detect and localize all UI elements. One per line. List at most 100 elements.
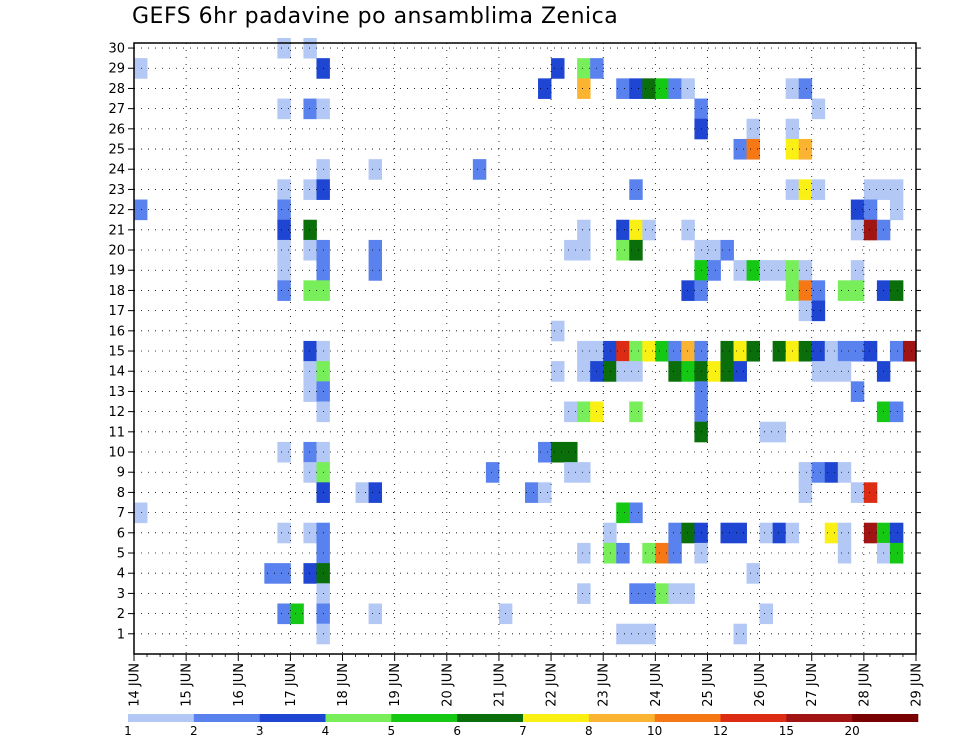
heatmap-cell — [720, 239, 734, 261]
heatmap-cell — [889, 522, 904, 544]
y-tick-label: 20 — [108, 244, 125, 259]
y-tick-label: 4 — [117, 567, 125, 582]
x-tick-label: 15 JUN — [180, 663, 195, 707]
heatmap-cell — [759, 260, 774, 281]
x-tick-label: 20 JUN — [440, 663, 455, 707]
gridlines — [134, 43, 916, 654]
heatmap-cell — [668, 522, 682, 544]
heatmap-cell — [277, 98, 291, 120]
heatmap-cell — [889, 340, 904, 362]
heatmap-cell — [798, 482, 813, 503]
heatmap-cell — [538, 482, 552, 503]
heatmap-cell — [551, 361, 565, 382]
heatmap-cell — [824, 361, 839, 382]
y-tick-label: 11 — [108, 425, 125, 440]
heatmap-cell — [902, 340, 917, 362]
heatmap-cell — [629, 502, 643, 524]
heatmap-cell — [616, 78, 630, 99]
y-tick-label: 27 — [108, 102, 125, 117]
heatmap-cell — [811, 98, 826, 120]
colorbar-label: 7 — [519, 724, 527, 738]
heatmap-cell — [772, 260, 787, 281]
heatmap-cell — [368, 603, 383, 625]
y-tick-label: 5 — [117, 547, 125, 562]
heatmap-cell — [629, 78, 643, 99]
heatmap-cell — [277, 179, 291, 200]
heatmap-cell — [134, 58, 148, 79]
heatmap-cell — [616, 623, 630, 645]
heatmap-cell — [564, 239, 578, 261]
heatmap-cell — [629, 623, 643, 645]
heatmap-cell — [798, 280, 813, 301]
heatmap-cell — [277, 219, 291, 241]
heatmap-cell — [603, 340, 617, 362]
y-tick-label: 3 — [117, 587, 125, 602]
heatmap-cell — [629, 340, 643, 362]
heatmap-cell — [681, 340, 695, 362]
heatmap-cell — [655, 583, 669, 604]
heatmap-cell — [303, 280, 317, 301]
y-tick-label: 12 — [108, 405, 125, 420]
heatmap-cell — [668, 542, 682, 564]
heatmap-cell — [850, 340, 865, 362]
heatmap-cell — [746, 118, 760, 140]
heatmap-cell — [824, 522, 839, 544]
heatmap-cell — [577, 219, 591, 241]
heatmap-cell — [889, 401, 904, 423]
heatmap-cell — [889, 199, 904, 221]
heatmap-cell — [837, 522, 852, 544]
colorbar-label: 20 — [845, 724, 860, 738]
heatmap-cell — [863, 522, 878, 544]
colorbar-swatch — [852, 714, 919, 722]
y-tick-label: 19 — [108, 264, 125, 279]
heatmap-cell — [798, 340, 813, 362]
heatmap-cell — [733, 138, 747, 160]
heatmap-cell — [642, 623, 656, 645]
x-tick-label: 27 JUN — [805, 663, 820, 707]
heatmap-cell — [603, 542, 617, 564]
heatmap-cell — [889, 542, 904, 564]
heatmap-cell — [134, 502, 148, 524]
chart-title: GEFS 6hr padavine po ansamblima Zenica — [132, 4, 619, 29]
x-tick-label: 19 JUN — [388, 663, 403, 707]
x-tick-label: 25 JUN — [701, 663, 716, 707]
y-tick-label: 24 — [108, 163, 125, 178]
y-tick-label: 17 — [108, 304, 125, 319]
heatmap-cell — [616, 542, 630, 564]
y-tick-label: 13 — [108, 385, 125, 400]
y-tick-label: 18 — [108, 284, 125, 299]
y-tick-label: 30 — [108, 42, 125, 57]
heatmap-cell — [577, 340, 591, 362]
heatmap-cell — [733, 361, 747, 382]
heatmap-cell — [759, 603, 774, 625]
colorbar-label: 12 — [713, 724, 728, 738]
x-tick-label: 21 JUN — [492, 663, 507, 707]
colorbar-swatch — [457, 714, 524, 722]
y-tick-label: 8 — [117, 486, 125, 501]
heatmap-cell — [551, 58, 565, 79]
colorbar-label: 6 — [453, 724, 461, 738]
colorbar-label: 10 — [647, 724, 662, 738]
heatmap-cell — [577, 361, 591, 382]
x-tick-label: 23 JUN — [597, 663, 612, 707]
heatmap-cell — [277, 603, 291, 625]
heatmap-cell — [642, 583, 656, 604]
heatmap-cell — [303, 239, 317, 261]
heatmap-cell — [668, 340, 682, 362]
heatmap-cell — [850, 280, 865, 301]
heatmap-cell — [134, 199, 148, 221]
heatmap-cell — [681, 583, 695, 604]
heatmap-cell — [889, 280, 904, 301]
heatmap-cell — [303, 98, 317, 120]
y-tick-label: 14 — [108, 365, 125, 380]
heatmap-cell — [577, 78, 591, 99]
heatmap-cell — [642, 340, 656, 362]
heatmap-cell — [668, 78, 682, 99]
heatmap-cell — [629, 401, 643, 423]
colorbar-label: 1 — [124, 724, 132, 738]
heatmap-cell — [772, 340, 787, 362]
heatmap-cell — [655, 78, 669, 99]
heatmap-cell — [863, 340, 878, 362]
heatmap-cell — [824, 340, 839, 362]
heatmap-cell — [472, 159, 487, 180]
